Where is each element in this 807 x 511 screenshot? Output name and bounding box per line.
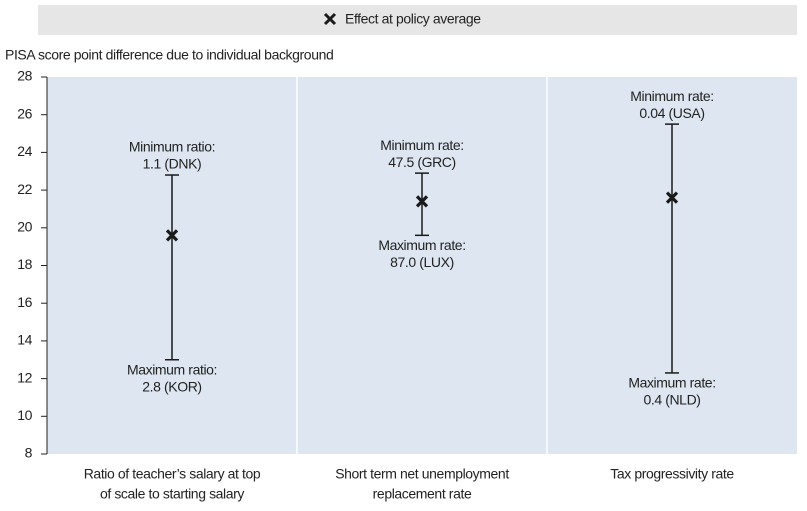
y-tick-label: 24: [17, 143, 32, 159]
x-tick-label: Ratio of teacher’s salary at top: [84, 466, 261, 482]
legend-box: [38, 5, 797, 35]
lower-label: Maximum rate:: [628, 375, 715, 391]
lower-label: 2.8 (KOR): [142, 378, 201, 394]
upper-label: 47.5 (GRC): [388, 154, 456, 170]
policy-average-marker: [665, 191, 679, 204]
x-tick-label: of scale to starting salary: [100, 486, 244, 502]
y-tick-label: 8: [25, 445, 33, 461]
y-tick-label: 28: [17, 68, 32, 84]
policy-average-marker: [165, 229, 179, 242]
x-tick-label: Tax progressivity rate: [610, 466, 734, 482]
y-tick-label: 16: [17, 294, 32, 310]
y-tick-label: 10: [17, 407, 32, 423]
lower-label: 0.4 (NLD): [643, 392, 700, 408]
upper-label: Minimum rate:: [630, 88, 713, 104]
y-tick-label: 14: [17, 332, 32, 348]
lower-label: Maximum rate:: [378, 237, 465, 253]
upper-label: 0.04 (USA): [639, 105, 704, 121]
y-tick-label: 12: [17, 369, 32, 385]
policy-average-marker: [415, 195, 429, 208]
upper-label: Minimum rate:: [380, 137, 463, 153]
y-axis-label: PISA score point difference due to indiv…: [5, 47, 333, 63]
legend-label: Effect at policy average: [345, 11, 481, 27]
lower-label: 87.0 (LUX): [390, 254, 454, 270]
y-tick-label: 26: [17, 105, 32, 121]
x-tick-label: replacement rate: [373, 486, 472, 502]
x-tick-label: Short term net unemployment: [335, 466, 509, 482]
y-tick-label: 22: [17, 181, 32, 197]
y-tick-label: 20: [17, 219, 32, 235]
y-tick-label: 18: [17, 256, 32, 272]
upper-label: Minimum ratio:: [129, 139, 215, 155]
lower-label: Maximum ratio:: [127, 361, 217, 377]
upper-label: 1.1 (DNK): [143, 156, 202, 172]
legend-marker: [323, 12, 337, 26]
